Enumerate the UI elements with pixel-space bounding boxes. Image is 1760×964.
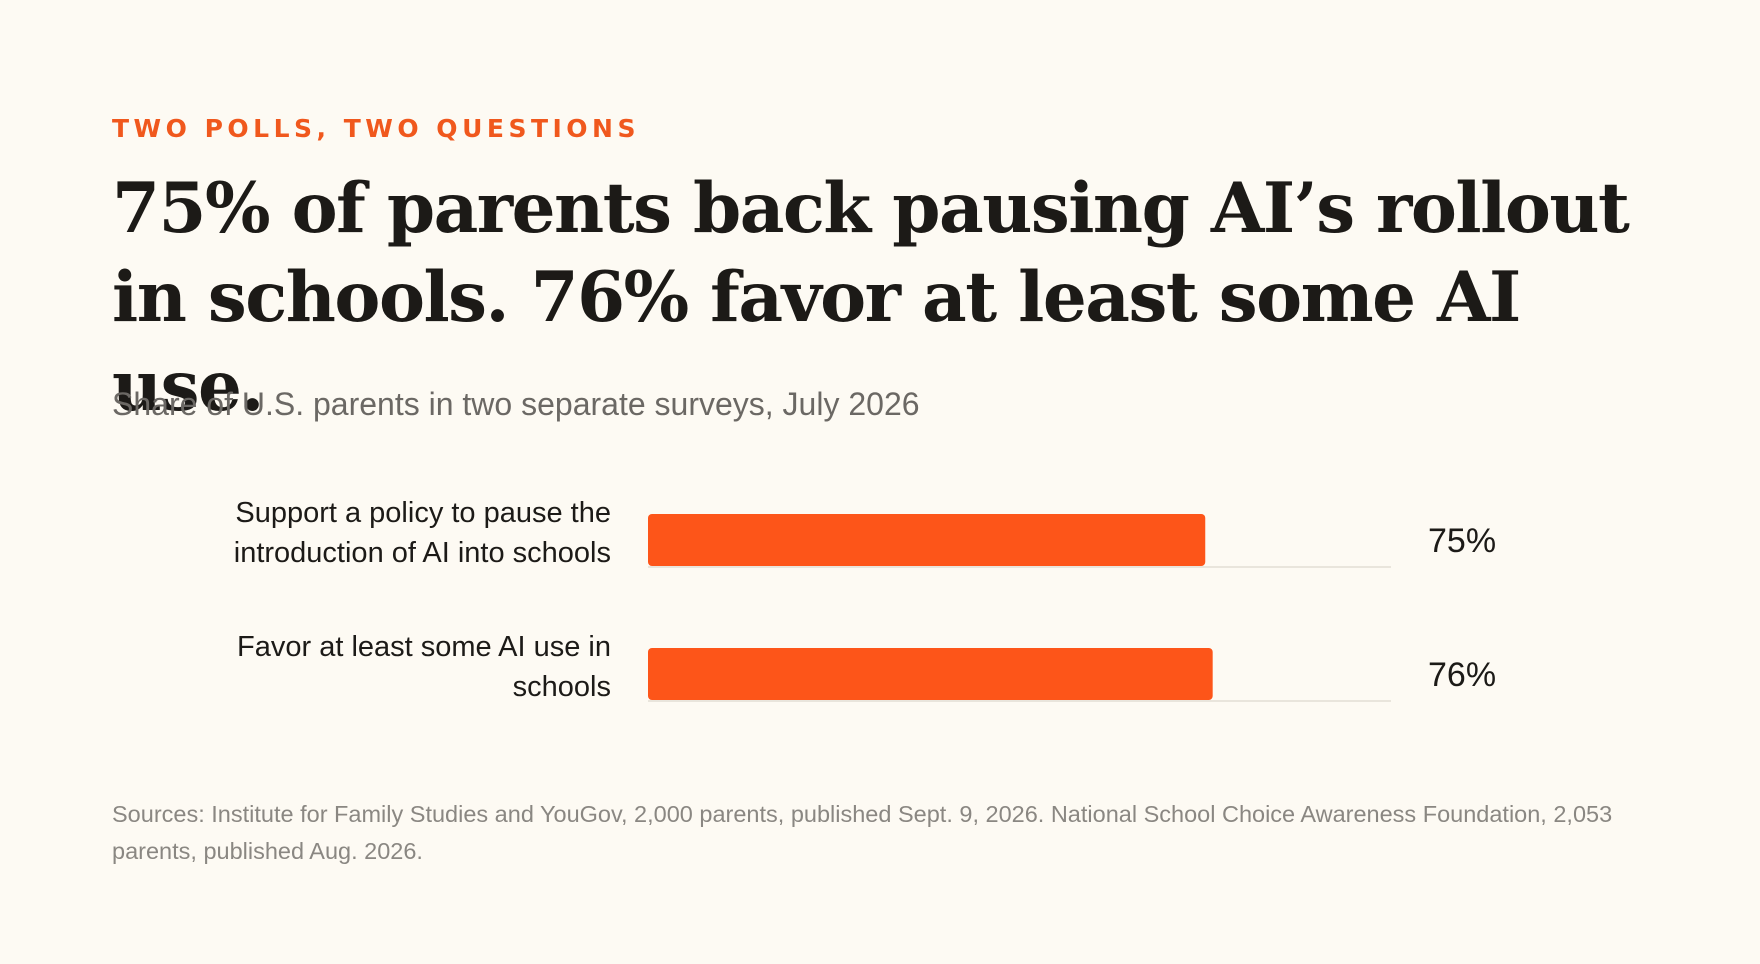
- value-label: 76%: [1428, 656, 1496, 694]
- bar: [648, 514, 1206, 566]
- bar: [648, 648, 1213, 700]
- category-label: Support a policy to pause the introductio…: [234, 497, 611, 569]
- value-label: 75%: [1428, 522, 1496, 560]
- bar-row: Favor at least some AI use in schools 76%: [237, 631, 1496, 703]
- chart-headline: 75% of parents back pausing AI’s rollout…: [112, 168, 1630, 427]
- bar-row: Support a policy to pause the introductio…: [234, 497, 1496, 569]
- category-label-line: introduction of AI into schools: [234, 537, 611, 569]
- bar-track: [648, 700, 1391, 702]
- category-label: Favor at least some AI use in schools: [237, 631, 611, 703]
- chart-subtitle: Share of U.S. parents in two separate su…: [112, 386, 920, 422]
- chart-kicker: TWO POLLS, TWO QUESTIONS: [112, 114, 640, 143]
- category-label-line: schools: [513, 671, 611, 703]
- bar-track: [648, 566, 1391, 568]
- category-label-line: Support a policy to pause the: [235, 497, 611, 529]
- sources-note: Sources: Institute for Family Studies an…: [112, 801, 1613, 864]
- category-label-line: Favor at least some AI use in: [237, 631, 611, 663]
